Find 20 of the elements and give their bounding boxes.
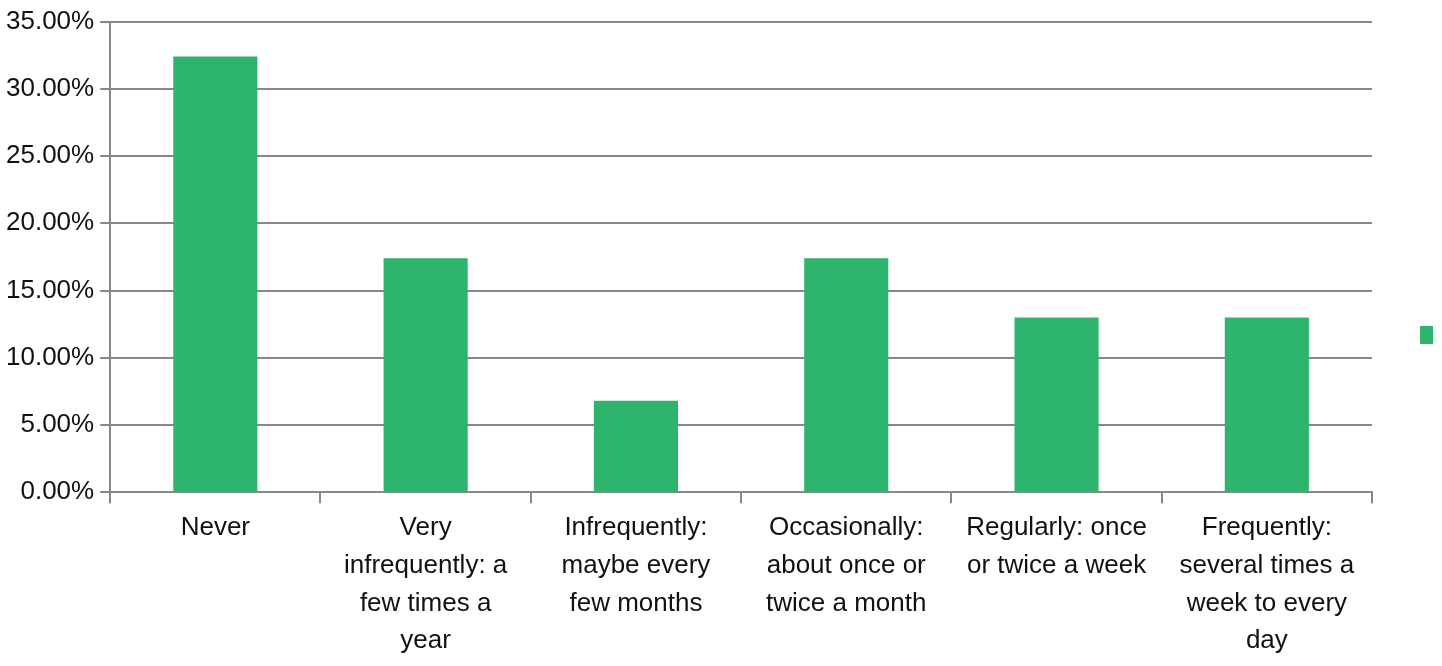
bar: [173, 56, 258, 492]
y-tick-label: 10.00%: [5, 340, 95, 371]
x-tick-label: Occasionally: about once or twice a month: [766, 511, 927, 617]
y-tick-label: 30.00%: [5, 72, 95, 102]
x-tick-label: Never: [180, 511, 251, 542]
x-tick-label: Frequently: several times a week to every day: [1179, 511, 1355, 655]
x-tick-label: Very infrequently: a few times a year: [343, 511, 508, 655]
y-tick-label: 20.00%: [5, 206, 95, 237]
x-tick-label: Regularly: once or twice a week: [966, 511, 1148, 579]
y-tick-label: 0.00%: [20, 475, 95, 506]
x-tick-label: Infrequently: maybe every few months: [561, 511, 711, 617]
bar: [1014, 317, 1099, 492]
y-tick-label: 5.00%: [20, 408, 95, 439]
bar: [593, 400, 678, 492]
bar: [1224, 317, 1309, 492]
y-tick-label: 15.00%: [5, 273, 95, 304]
bar: [383, 258, 468, 492]
y-tick-label: 35.00%: [5, 4, 95, 35]
bar: [804, 258, 889, 492]
y-tick-label: 25.00%: [5, 139, 95, 170]
